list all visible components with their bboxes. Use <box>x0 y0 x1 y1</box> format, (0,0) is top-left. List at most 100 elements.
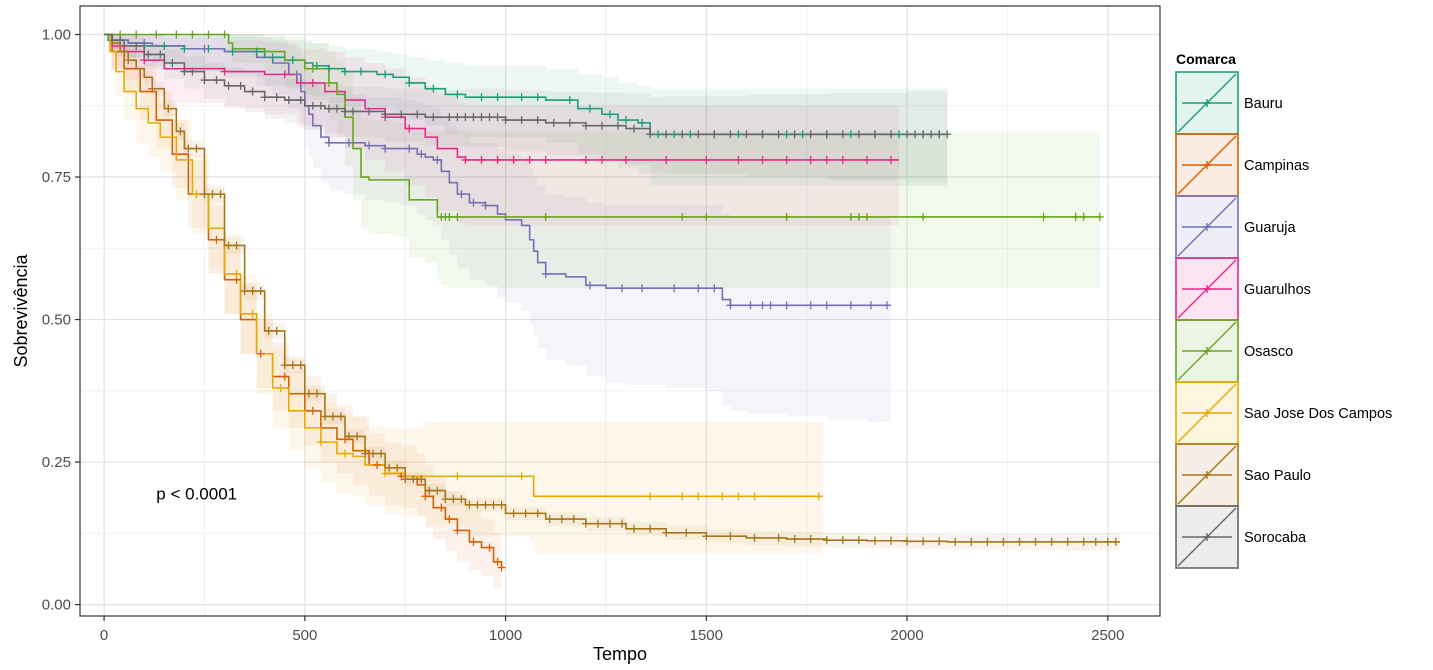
legend-label-guaruja: Guaruja <box>1244 220 1297 236</box>
censor-mark-guarulhos <box>758 155 767 164</box>
censor-mark-guaruja <box>344 138 353 147</box>
censor-mark-sao-paulo <box>216 190 225 199</box>
censor-mark-sao-paulo <box>838 536 847 545</box>
censor-mark-bauru <box>585 104 594 113</box>
censor-mark-campinas <box>421 492 430 501</box>
censor-mark-guaruja <box>866 301 875 310</box>
censor-mark-sorocaba <box>296 96 305 105</box>
censor-mark-sorocaba <box>156 50 165 59</box>
censor-mark-osasco <box>172 30 181 39</box>
legend-label-sorocaba: Sorocaba <box>1244 530 1307 546</box>
censor-mark-guarulhos <box>280 70 289 79</box>
censor-mark-bauru <box>622 116 631 125</box>
curve-sao-paulo <box>104 33 1120 543</box>
censor-mark-sao-paulo <box>903 537 912 546</box>
censor-mark-sao-jose-dos-campos <box>453 472 462 481</box>
censor-mark-campinas <box>437 503 446 512</box>
censor-mark-sorocaba <box>870 130 879 139</box>
censor-mark-sao-paulo <box>750 533 759 542</box>
censor-mark-sao-paulo <box>272 326 281 335</box>
censor-mark-osasco <box>702 212 711 221</box>
censor-mark-guarulhos <box>493 155 502 164</box>
censor-mark-guaruja <box>618 284 627 293</box>
censor-mark-guaruja <box>846 301 855 310</box>
censor-mark-sao-paulo <box>887 536 896 545</box>
censor-mark-guarulhos <box>806 155 815 164</box>
censor-mark-sorocaba <box>517 116 526 125</box>
censor-mark-sao-paulo <box>533 509 542 518</box>
censor-mark-sorocaba <box>469 113 478 122</box>
censor-mark-bauru <box>477 93 486 102</box>
censor-mark-guarulhos <box>862 155 871 164</box>
censor-mark-osasco <box>862 212 871 221</box>
censor-mark-sao-paulo <box>385 463 394 472</box>
censor-mark-bauru <box>288 56 297 65</box>
censor-mark-guaruja <box>670 284 679 293</box>
censor-mark-sao-paulo <box>593 519 602 528</box>
censor-mark-sao-paulo <box>369 449 378 458</box>
censor-mark-sao-paulo <box>935 537 944 546</box>
censor-mark-sao-paulo <box>465 500 474 509</box>
censor-mark-bauru <box>846 130 855 139</box>
censor-mark-osasco <box>1095 212 1104 221</box>
ci-band-sorocaba <box>104 34 948 183</box>
censor-mark-bauru <box>228 47 237 56</box>
legend-key-mark-campinas <box>1203 161 1211 169</box>
censor-mark-guarulhos <box>838 155 847 164</box>
censor-mark-sao-paulo <box>919 537 928 546</box>
censor-mark-sao-jose-dos-campos <box>276 383 285 392</box>
censor-mark-sao-paulo <box>1103 537 1112 546</box>
censor-mark-sao-paulo <box>473 500 482 509</box>
censor-mark-sorocaba <box>445 113 454 122</box>
censor-mark-sao-paulo <box>790 535 799 544</box>
censor-mark-sao-paulo <box>489 500 498 509</box>
censor-mark-osasco <box>782 212 791 221</box>
censor-mark-guaruja <box>433 155 442 164</box>
censor-mark-bauru <box>654 130 663 139</box>
censor-mark-sorocaba <box>188 67 197 76</box>
censor-mark-sao-paulo <box>682 528 691 537</box>
censor-mark-sorocaba <box>501 116 510 125</box>
censor-mark-guaruja <box>469 198 478 207</box>
y-tick-label: 0.75 <box>42 169 71 186</box>
censor-mark-sao-jose-dos-campos <box>734 492 743 501</box>
censor-mark-sorocaba <box>758 130 767 139</box>
censor-mark-osasco <box>846 212 855 221</box>
censor-mark-sorocaba <box>726 130 735 139</box>
censor-mark-sorocaba <box>790 130 799 139</box>
censor-mark-sao-paulo <box>1047 537 1056 546</box>
censor-mark-sao-paulo <box>328 412 337 421</box>
censor-mark-sao-jose-dos-campos <box>814 492 823 501</box>
censor-mark-sao-jose-dos-campos <box>232 269 241 278</box>
censor-mark-guaruja <box>694 284 703 293</box>
censor-mark-sorocaba <box>581 121 590 130</box>
censor-mark-sorocaba <box>349 107 358 116</box>
censor-mark-bauru <box>453 90 462 99</box>
censor-mark-bauru <box>670 130 679 139</box>
censor-mark-sao-paulo <box>184 144 193 153</box>
censor-mark-sorocaba <box>485 113 494 122</box>
censor-mark-bauru <box>312 61 321 70</box>
x-axis-title: Tempo <box>593 644 647 664</box>
censor-mark-sao-paulo <box>304 389 313 398</box>
censor-mark-sorocaba <box>927 130 936 139</box>
censor-mark-campinas <box>340 435 349 444</box>
censor-mark-sao-paulo <box>176 127 185 136</box>
legend-key-mark-sorocaba <box>1203 533 1211 541</box>
censor-mark-sorocaba <box>260 93 269 102</box>
censor-mark-osasco <box>854 212 863 221</box>
censor-mark-sao-paulo <box>1015 537 1024 546</box>
censor-mark-bauru <box>429 84 438 93</box>
censor-mark-sao-paulo <box>264 326 273 335</box>
censor-mark-sorocaba <box>943 130 952 139</box>
censor-mark-sorocaba <box>340 107 349 116</box>
legend-key-mark-osasco <box>1203 347 1211 355</box>
censor-mark-osasco <box>204 30 213 39</box>
censor-mark-osasco <box>188 30 197 39</box>
censor-mark-sao-paulo <box>240 287 249 296</box>
censor-mark-guaruja <box>806 301 815 310</box>
censor-mark-guaruja <box>292 70 301 79</box>
x-tick-label: 1500 <box>690 627 723 644</box>
censor-mark-sao-paulo <box>774 533 783 542</box>
